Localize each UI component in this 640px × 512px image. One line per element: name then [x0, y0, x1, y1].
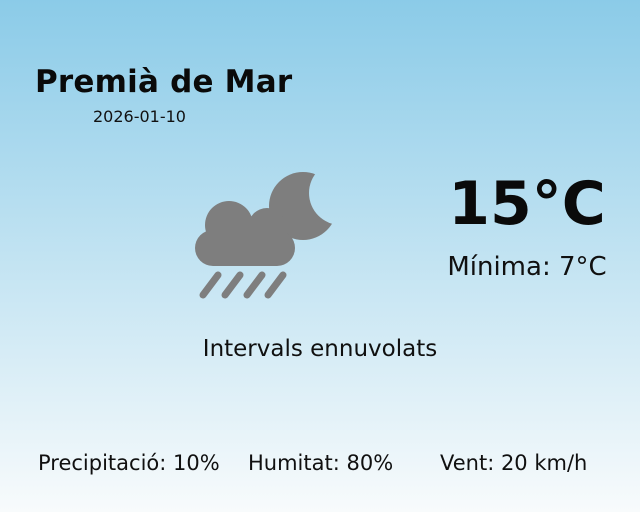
- cloud-icon: [195, 201, 295, 266]
- minimum-temperature: Mínima: 7°C: [447, 252, 607, 282]
- metrics-row: Precipitació: 10% Humitat: 80% Vent: 20 …: [0, 450, 640, 480]
- forecast-date: 2026-01-10: [93, 107, 186, 126]
- location-title: Premià de Mar: [35, 64, 293, 100]
- weather-condition: Intervals ennuvolats: [202, 336, 438, 362]
- wind-metric: Vent: 20 km/h: [440, 451, 588, 475]
- precipitation-metric: Precipitació: 10%: [38, 451, 220, 475]
- rain-icon: [199, 271, 287, 299]
- humidity-metric: Humitat: 80%: [248, 451, 394, 475]
- current-temperature: 15°C: [448, 169, 606, 239]
- cloud-rain-moon-icon: [195, 172, 337, 299]
- moon-icon: [269, 172, 337, 240]
